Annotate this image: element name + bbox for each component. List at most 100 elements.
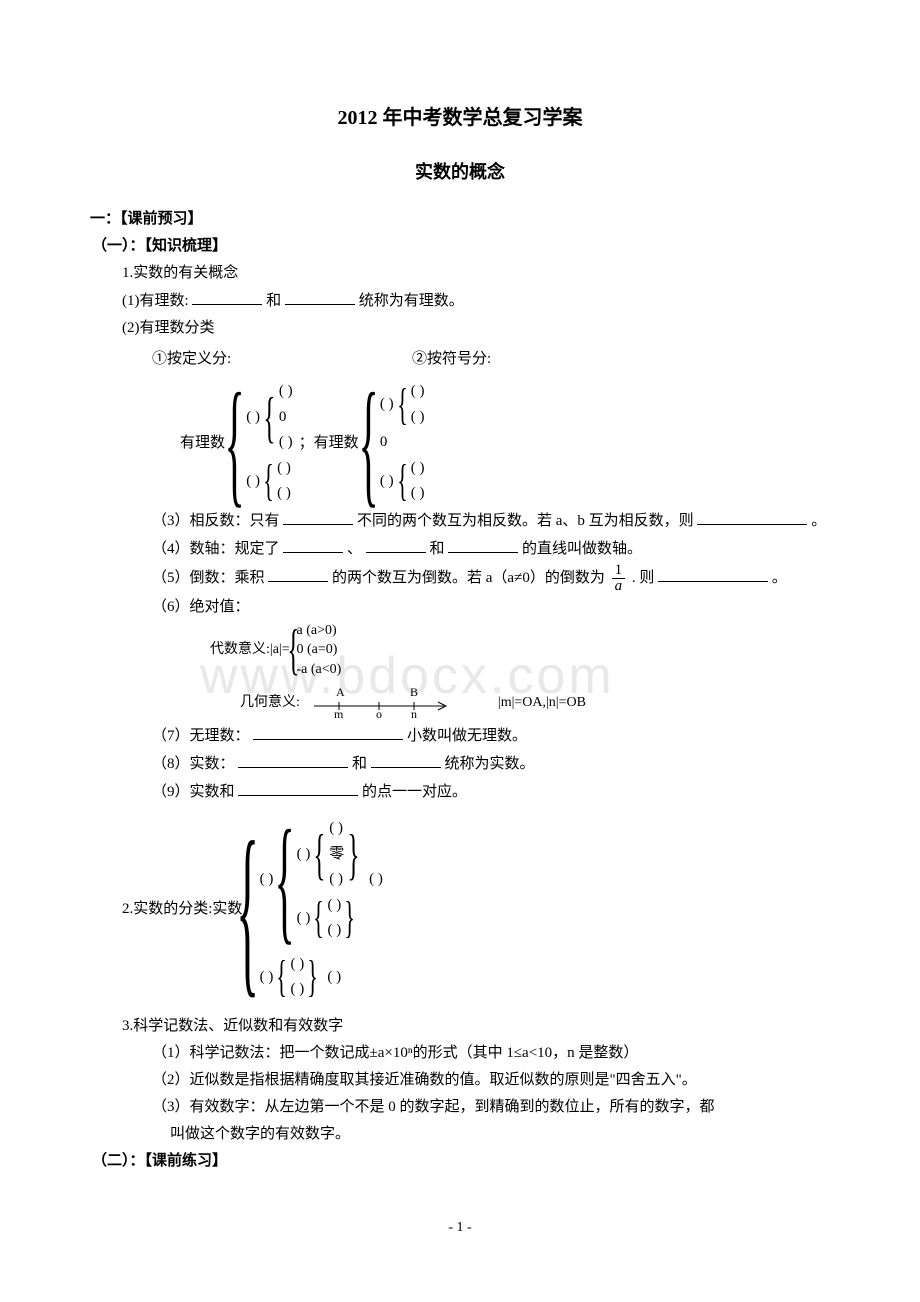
item-1-7: （7）无理数： 小数叫做无理数。: [152, 722, 830, 750]
paren-blank: ( ): [273, 379, 299, 405]
text: （3）相反数：只有: [152, 513, 280, 529]
section-1-2-heading: （二）：【课前练习】: [92, 1148, 830, 1175]
brace-icon: {: [397, 394, 408, 416]
paren-blank: ( ): [321, 965, 347, 991]
item-1-1: (1)有理数: 和 统称为有理数。: [122, 287, 830, 315]
svg-text:n: n: [411, 707, 417, 721]
denominator: a: [612, 579, 626, 594]
item-1-3: （3）相反数：只有 不同的两个数互为相反数。若 a、b 互为相反数，则 。: [152, 507, 830, 535]
brace-icon: {: [314, 907, 325, 929]
brace-icon: {: [397, 470, 408, 492]
brace-icon: {: [237, 862, 260, 957]
brace-icon: {: [287, 636, 299, 664]
brace-icon: {: [263, 470, 274, 492]
abs-result: |m|=OA,|n|=OB: [498, 693, 586, 713]
abs-case-3: -a (a<0): [297, 660, 342, 680]
label-by-sign: ②按符号分:: [412, 346, 491, 373]
zero-label: 0: [374, 430, 431, 456]
text: 统称为实数。: [445, 756, 535, 772]
text: （8）实数：: [152, 756, 235, 772]
brace-icon: {: [263, 404, 275, 432]
svg-text:o: o: [376, 707, 382, 721]
absolute-value-block: 代数意义:|a|= { a (a>0) 0 (a=0) -a (a<0) 几何意…: [210, 621, 830, 722]
abs-case-2: 0 (a=0): [297, 640, 342, 660]
brace-icon: {: [277, 966, 288, 988]
item-1-2: (2)有理数分类: [122, 315, 830, 342]
number-line-diagram: A B m o n: [314, 684, 454, 723]
section-1-1-heading: （一）：【知识梳理】: [92, 233, 830, 260]
blank: [697, 507, 807, 525]
blank: [253, 722, 403, 740]
paren-blank: ( ): [271, 481, 297, 507]
text: 和: [352, 756, 367, 772]
paren-blank: ( ): [271, 456, 297, 482]
blank: [658, 564, 768, 582]
text: 、: [347, 541, 362, 557]
item-3: 3.科学记数法、近似数和有效数字: [122, 1013, 830, 1040]
text: 小数叫做无理数。: [407, 728, 527, 744]
main-title: 2012 年中考数学总复习学案: [90, 100, 830, 136]
text: 。: [811, 513, 826, 529]
page-number: - 1 -: [90, 1215, 830, 1240]
text: （4）数轴：规定了: [152, 541, 280, 557]
item-1-9: （9）实数和 的点一一对应。: [152, 778, 830, 806]
text: 。: [772, 570, 787, 586]
paren-blank: ( ): [405, 456, 431, 482]
text: （5）倒数：乘积: [152, 570, 265, 586]
paren-blank: ( ): [323, 867, 350, 893]
paren-blank: ( ): [405, 481, 431, 507]
blank: [283, 535, 343, 553]
item-2-label: 2.实数的分类:实数: [122, 896, 242, 923]
brace-icon: {: [225, 408, 245, 478]
item-3-3-cont: 叫做这个数字的有效数字。: [170, 1121, 830, 1148]
paren-blank: ( ): [405, 379, 431, 405]
brace-icon: {: [275, 845, 295, 915]
label-rational: 有理数: [180, 430, 229, 457]
brace-close-icon: {: [348, 841, 360, 869]
item-3-3: （3）有效数字：从左边第一个不是 0 的数字起，到精确到的数位止，所有的数字，都: [152, 1094, 830, 1121]
item-1-4: （4）数轴：规定了 、 和 的直线叫做数轴。: [152, 535, 830, 563]
label-rational-2: ；有理数: [299, 430, 363, 457]
blank: [366, 535, 426, 553]
brace-icon: {: [314, 841, 326, 869]
blank: [448, 535, 518, 553]
abs-algebra-label: 代数意义:|a|=: [210, 640, 290, 660]
numerator: 1: [612, 563, 626, 579]
zero-cn: 零: [323, 842, 350, 868]
sub-title: 实数的概念: [90, 156, 830, 188]
text: 的点一一对应。: [362, 784, 467, 800]
text: . 则: [632, 570, 655, 586]
text: 的直线叫做数轴。: [522, 541, 642, 557]
text: （9）实数和: [152, 784, 235, 800]
rational-classification: 有理数 { ( ) { ( ) 0 ( ) ( ): [180, 379, 830, 507]
paren-blank: ( ): [405, 405, 431, 431]
text: 的两个数互为倒数。若 a（a≠0）的倒数为: [332, 570, 605, 586]
real-number-classification: 2.实数的分类:实数 { ( ) { ( ) { ( ) 零 (: [122, 816, 830, 1003]
abs-case-1: a (a>0): [297, 621, 342, 641]
item-1-8: （8）实数： 和 统称为实数。: [152, 750, 830, 778]
fraction: 1 a: [612, 563, 626, 594]
document-content: 2012 年中考数学总复习学案 实数的概念 一：【课前预习】 （一）：【知识梳理…: [90, 100, 830, 1240]
item-1: 1.实数的有关概念: [122, 260, 830, 287]
item-1-6: （6）绝对值：: [152, 594, 830, 621]
text: （7）无理数：: [152, 728, 250, 744]
text: 统称为有理数。: [359, 293, 464, 309]
blank: [371, 750, 441, 768]
paren-blank: ( ): [323, 816, 350, 842]
text: 和: [266, 293, 281, 309]
svg-text:B: B: [410, 685, 418, 699]
svg-text:A: A: [336, 685, 345, 699]
section-1-heading: 一：【课前预习】: [90, 206, 830, 233]
brace-close-icon: {: [308, 966, 319, 988]
brace-close-icon: {: [344, 907, 355, 929]
paren-blank: ( ): [363, 867, 389, 893]
blank: [238, 778, 358, 796]
text: (1)有理数:: [122, 293, 189, 309]
text: 和: [430, 541, 445, 557]
brace-icon: {: [358, 408, 378, 478]
blank: [238, 750, 348, 768]
item-3-1: （1）科学记数法：把一个数记成±a×10ⁿ的形式（其中 1≤a<10，n 是整数…: [152, 1040, 830, 1067]
zero-label: 0: [273, 405, 299, 431]
item-1-5: （5）倒数：乘积 的两个数互为倒数。若 a（a≠0）的倒数为 1 a . 则 。: [152, 563, 830, 594]
abs-geom-label: 几何意义:: [240, 693, 300, 713]
